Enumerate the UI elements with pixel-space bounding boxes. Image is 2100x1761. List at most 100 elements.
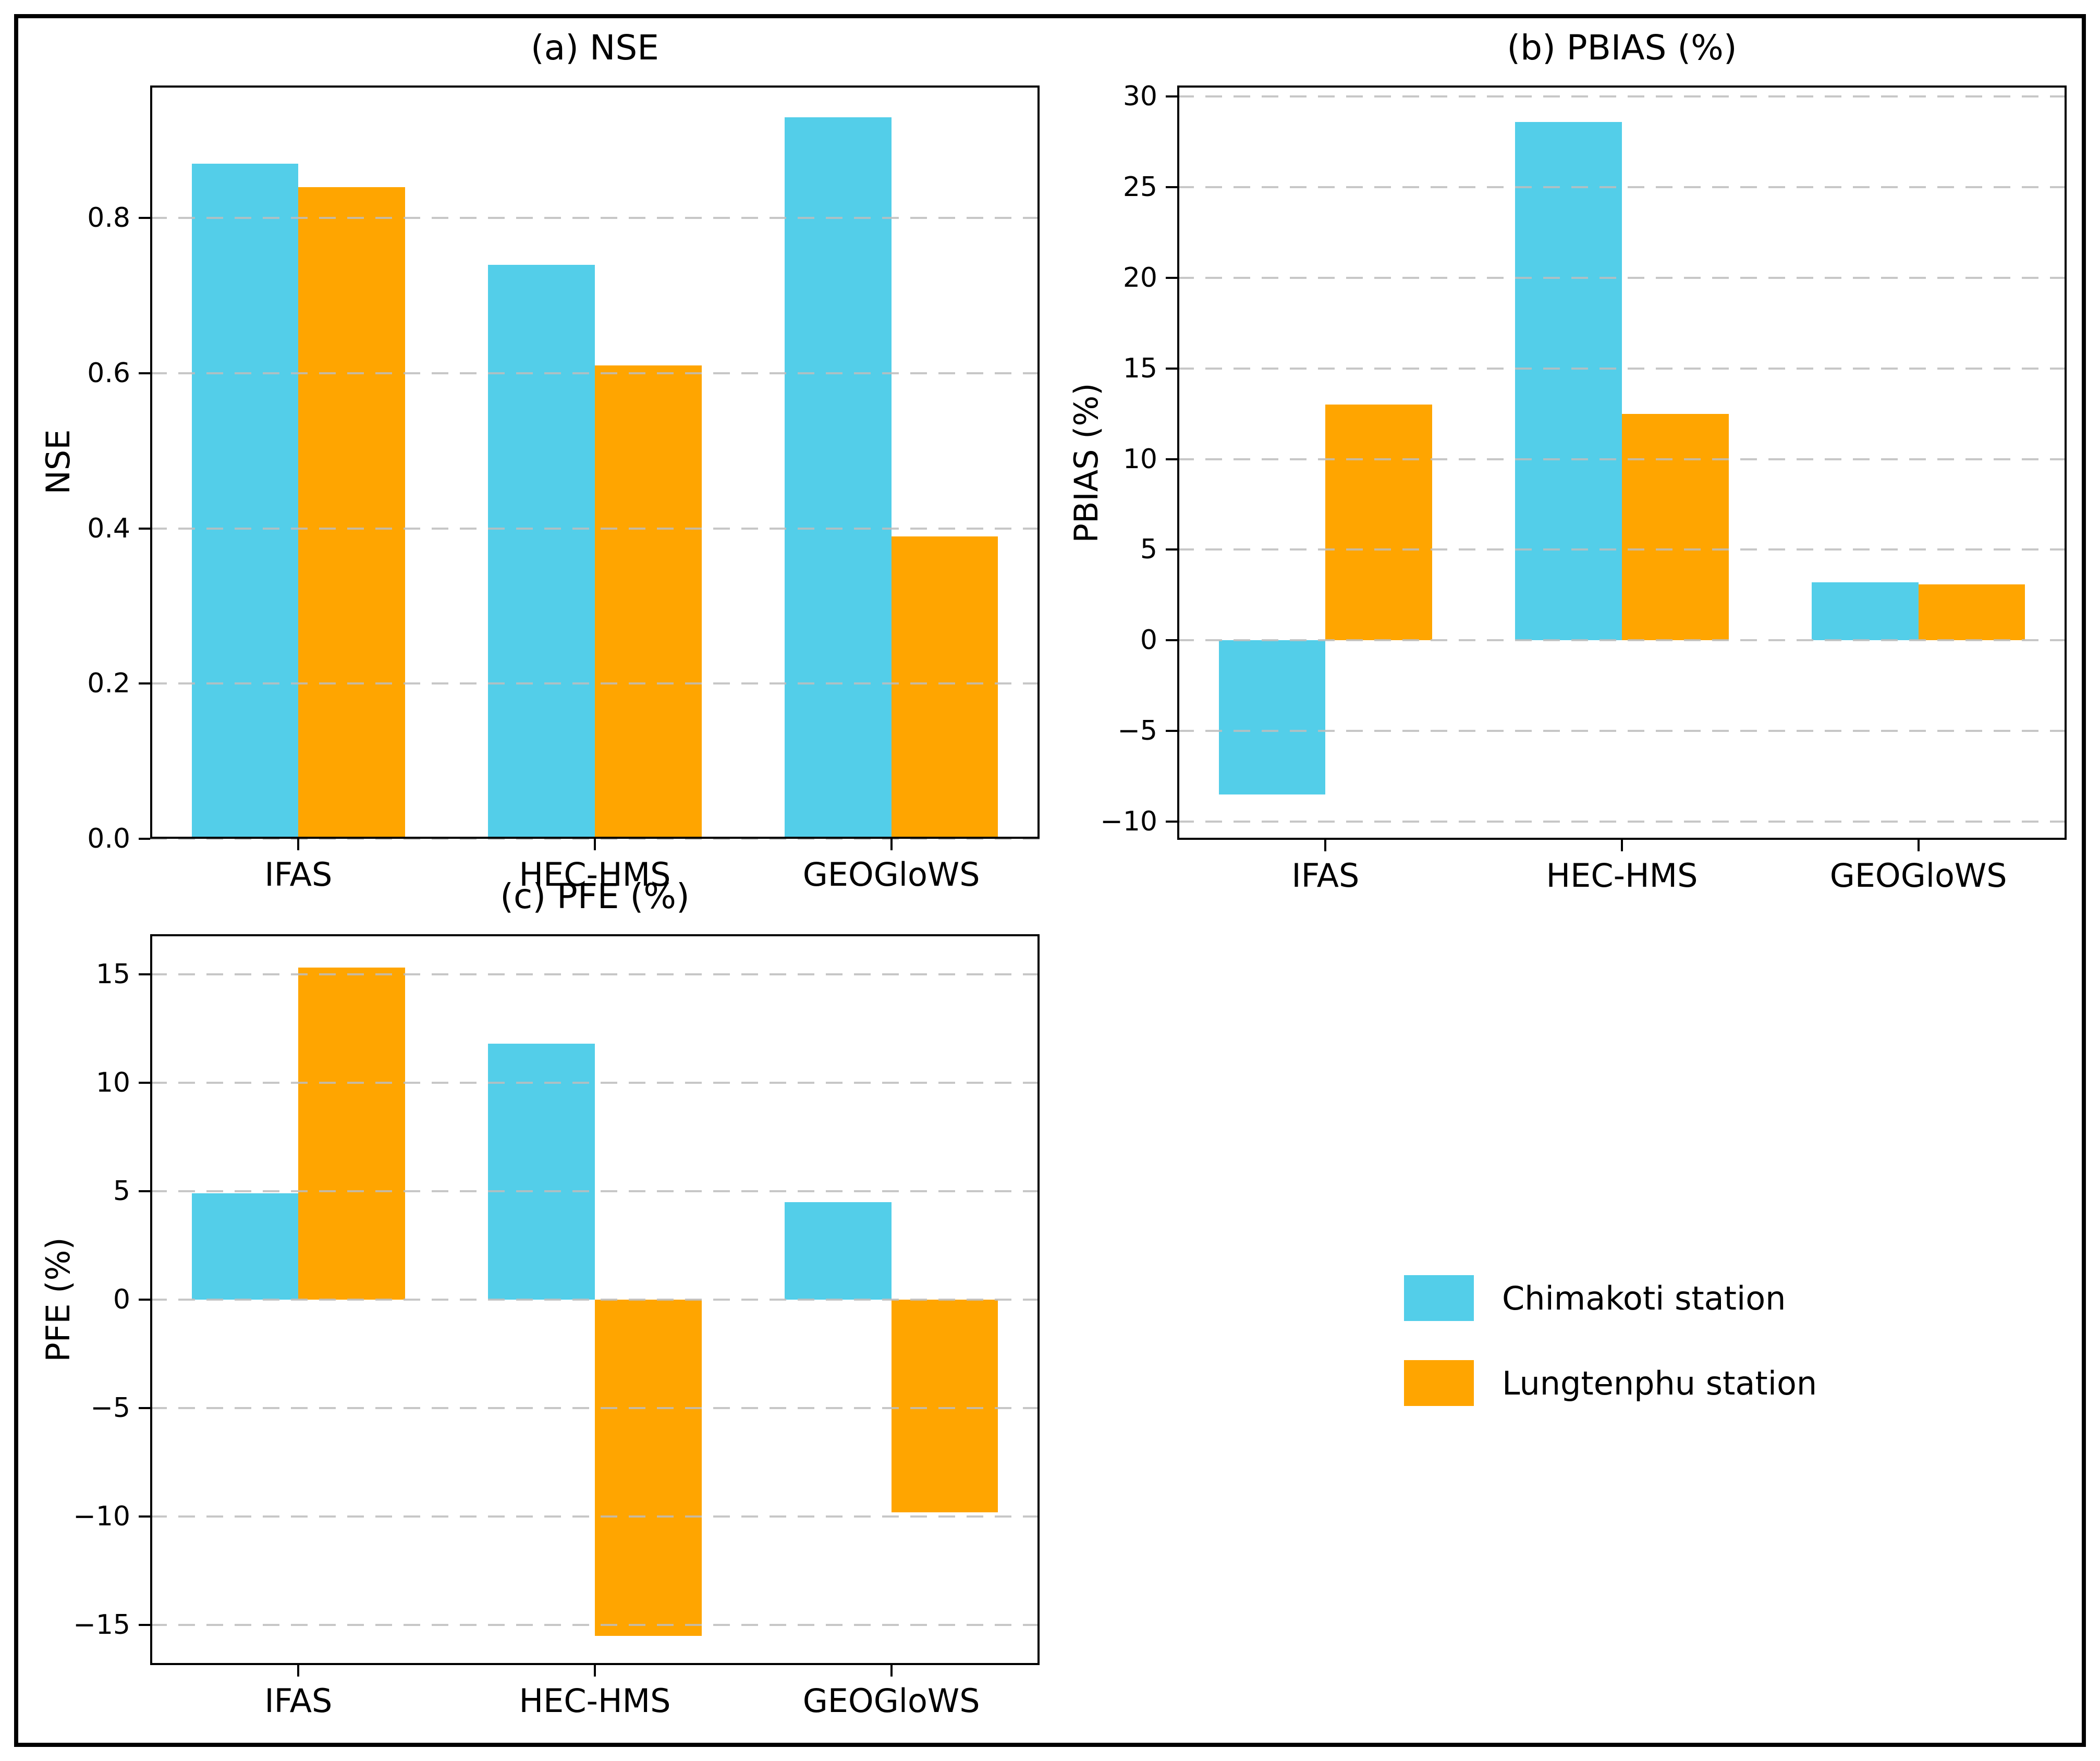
ytick-b-5 (1166, 367, 1177, 370)
legend-label-lungtenphu: Lungtenphu station (1502, 1364, 1817, 1402)
bar-lungtenphu-hec-hms (595, 1300, 702, 1636)
ytick-label-c-6: 15 (95, 958, 130, 990)
ytick-b-3 (1166, 548, 1177, 551)
bar-chimakoti-hec-hms (488, 264, 595, 839)
ytick-label-c-3: 0 (113, 1284, 130, 1315)
legend-item-lungtenphu: Lungtenphu station (1404, 1360, 1817, 1406)
ytick-label-b-7: 25 (1122, 171, 1157, 203)
xtick-label-a-geoglows: GEOGloWS (802, 855, 980, 894)
gridline-c-6 (150, 973, 1040, 975)
ytick-label-a-2: 0.4 (87, 512, 130, 544)
ytick-a-3 (139, 372, 150, 375)
xtick-a-ifas (297, 839, 300, 850)
ytick-label-c-2: −5 (90, 1392, 130, 1424)
xtick-label-b-hec-hms: HEC-HMS (1546, 857, 1698, 895)
ytick-label-b-2: 0 (1140, 625, 1157, 656)
chart-b-axes (1177, 85, 2067, 840)
bar-lungtenphu-hec-hms (595, 365, 702, 839)
ytick-label-b-4: 10 (1122, 443, 1157, 475)
gridline-b-7 (1177, 186, 2067, 188)
xtick-c-ifas (297, 1665, 300, 1677)
ytick-c-2 (139, 1407, 150, 1409)
bar-lungtenphu-hec-hms (1622, 413, 1729, 641)
legend-label-chimakoti: Chimakoti station (1502, 1279, 1786, 1317)
ytick-label-c-1: −10 (73, 1501, 130, 1533)
xtick-label-b-ifas: IFAS (1291, 857, 1360, 895)
chart-a-ylabel: NSE (39, 429, 77, 495)
xtick-label-a-ifas: IFAS (264, 855, 333, 894)
gridline-a-1 (150, 682, 1040, 685)
gridline-a-4 (150, 217, 1040, 219)
gridline-c-5 (150, 1081, 1040, 1084)
gridline-b-0 (1177, 821, 2067, 823)
bar-lungtenphu-geoglows (1918, 584, 2025, 641)
xtick-label-c-ifas: IFAS (264, 1682, 333, 1720)
bar-chimakoti-hec-hms (488, 1044, 595, 1300)
bar-chimakoti-geoglows (784, 1202, 892, 1300)
xtick-b-hec-hms (1621, 840, 1623, 851)
ytick-label-b-8: 30 (1122, 80, 1157, 112)
bar-lungtenphu-ifas (298, 187, 406, 839)
ytick-a-1 (139, 682, 150, 685)
bar-lungtenphu-geoglows (891, 536, 998, 839)
gridline-c-4 (150, 1190, 1040, 1192)
ytick-label-b-3: 5 (1140, 534, 1157, 566)
gridline-b-5 (1177, 367, 2067, 370)
xtick-b-geoglows (1917, 840, 1920, 851)
chart-a-title: (a) NSE (531, 28, 659, 68)
gridline-b-2 (1177, 639, 2067, 642)
gridline-c-1 (150, 1515, 1040, 1518)
chart-c-axes (150, 934, 1040, 1665)
bar-lungtenphu-ifas (1325, 405, 1433, 641)
legend-swatch-lungtenphu (1404, 1360, 1474, 1406)
ytick-label-c-5: 10 (95, 1067, 130, 1098)
bar-chimakoti-hec-hms (1515, 121, 1622, 641)
xtick-label-b-geoglows: GEOGloWS (1829, 857, 2007, 895)
bar-lungtenphu-ifas (298, 968, 406, 1300)
legend: Chimakoti station Lungtenphu station (1404, 1275, 1817, 1445)
xtick-c-geoglows (890, 1665, 893, 1677)
gridline-a-2 (150, 527, 1040, 530)
xtick-label-a-hec-hms: HEC-HMS (519, 855, 671, 894)
ytick-label-c-0: −15 (73, 1609, 130, 1641)
ytick-c-0 (139, 1624, 150, 1627)
xtick-a-geoglows (890, 839, 893, 850)
ytick-c-4 (139, 1190, 150, 1192)
ytick-label-a-1: 0.2 (87, 668, 130, 700)
ytick-label-b-1: −5 (1117, 715, 1157, 747)
bar-chimakoti-ifas (191, 1193, 299, 1300)
ytick-c-5 (139, 1081, 150, 1084)
ytick-a-4 (139, 217, 150, 219)
legend-swatch-chimakoti (1404, 1275, 1474, 1321)
bar-chimakoti-ifas (1218, 640, 1326, 795)
ytick-b-8 (1166, 95, 1177, 97)
xtick-a-hec-hms (594, 839, 596, 850)
xtick-label-c-geoglows: GEOGloWS (802, 1682, 980, 1720)
ytick-label-c-4: 5 (113, 1175, 130, 1207)
bar-chimakoti-geoglows (1811, 582, 1919, 641)
ytick-a-0 (139, 838, 150, 840)
ytick-label-b-5: 15 (1122, 352, 1157, 384)
ytick-label-a-0: 0.0 (87, 823, 130, 854)
xtick-b-ifas (1324, 840, 1327, 851)
gridline-c-2 (150, 1407, 1040, 1409)
ytick-c-6 (139, 973, 150, 975)
chart-b-title: (b) PBIAS (%) (1507, 28, 1737, 68)
ytick-b-0 (1166, 821, 1177, 823)
ytick-b-4 (1166, 458, 1177, 460)
ytick-label-a-4: 0.8 (87, 202, 130, 234)
ytick-b-2 (1166, 639, 1177, 642)
gridline-c-3 (150, 1299, 1040, 1301)
xtick-label-c-hec-hms: HEC-HMS (519, 1682, 671, 1720)
ytick-b-7 (1166, 186, 1177, 188)
gridline-a-3 (150, 372, 1040, 375)
bar-lungtenphu-geoglows (891, 1300, 998, 1512)
chart-c-title: (c) PFE (%) (500, 876, 690, 916)
xtick-c-hec-hms (594, 1665, 596, 1677)
gridline-b-1 (1177, 730, 2067, 732)
legend-item-chimakoti: Chimakoti station (1404, 1275, 1817, 1321)
bar-chimakoti-ifas (191, 164, 299, 839)
chart-a-axes (150, 85, 1040, 839)
ytick-label-b-0: −10 (1100, 806, 1157, 838)
